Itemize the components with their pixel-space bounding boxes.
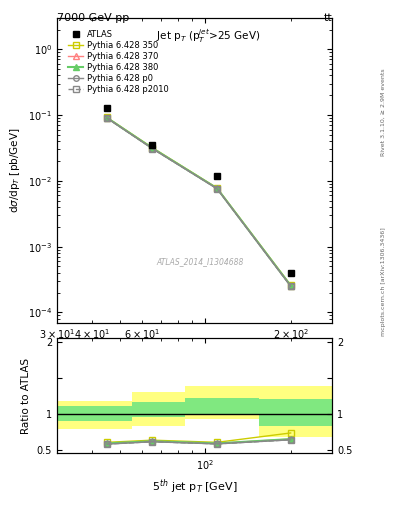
Text: tt: tt xyxy=(323,13,332,23)
Text: Jet p$_T$ (p$_T^{jet}$>25 GeV): Jet p$_T$ (p$_T^{jet}$>25 GeV) xyxy=(156,27,261,45)
Text: ATLAS_2014_I1304688: ATLAS_2014_I1304688 xyxy=(156,257,244,266)
Text: mcplots.cern.ch [arXiv:1306.3436]: mcplots.cern.ch [arXiv:1306.3436] xyxy=(381,227,386,336)
Legend: ATLAS, Pythia 6.428 350, Pythia 6.428 370, Pythia 6.428 380, Pythia 6.428 p0, Py: ATLAS, Pythia 6.428 350, Pythia 6.428 37… xyxy=(67,28,170,96)
X-axis label: 5$^{th}$ jet p$_T$ [GeV]: 5$^{th}$ jet p$_T$ [GeV] xyxy=(152,477,237,496)
Text: 7000 GeV pp: 7000 GeV pp xyxy=(57,13,129,23)
Y-axis label: d$\sigma$/dp$_T$ [pb/GeV]: d$\sigma$/dp$_T$ [pb/GeV] xyxy=(8,127,22,213)
Y-axis label: Ratio to ATLAS: Ratio to ATLAS xyxy=(21,357,31,434)
Text: Rivet 3.1.10, ≥ 2.9M events: Rivet 3.1.10, ≥ 2.9M events xyxy=(381,69,386,157)
